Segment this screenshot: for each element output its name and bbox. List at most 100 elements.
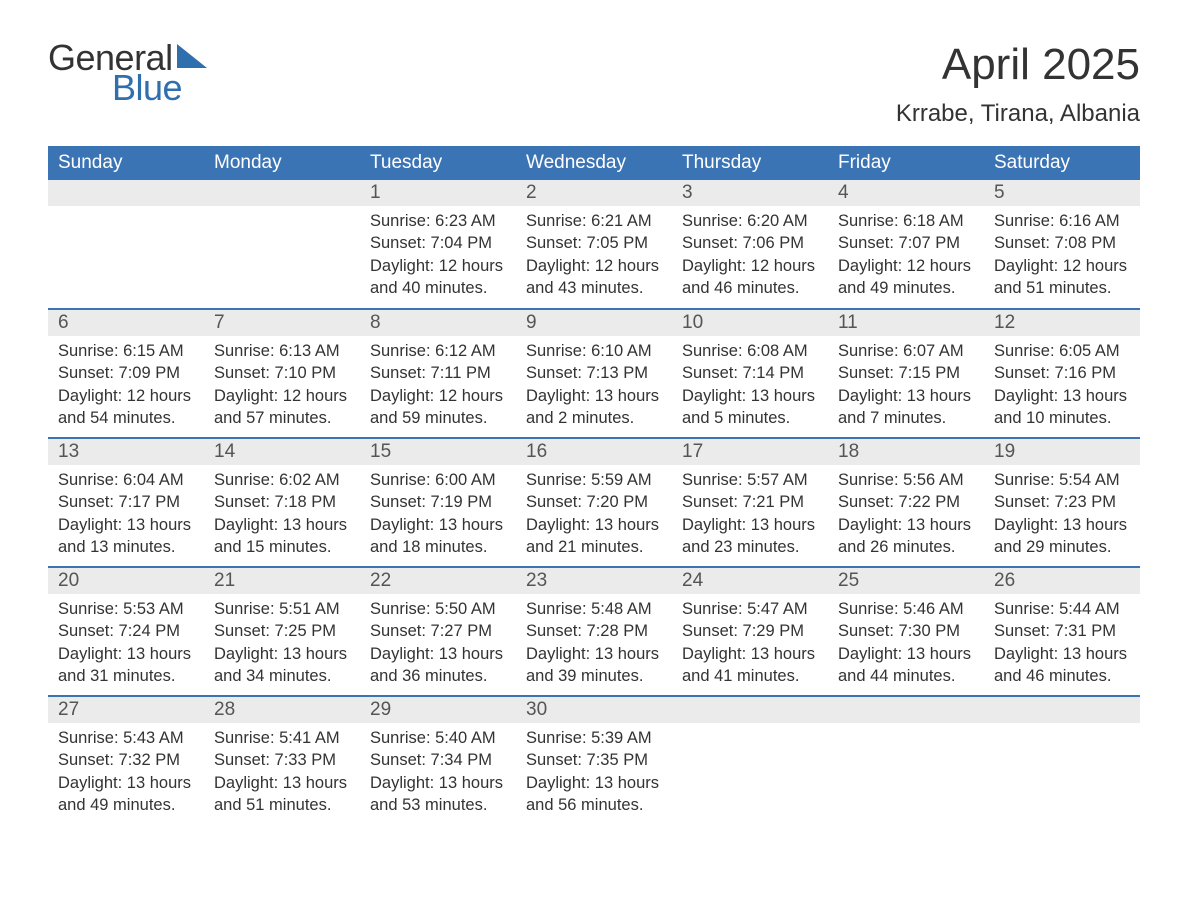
daylight-text: Daylight: 13 hours and 18 minutes.	[370, 514, 506, 559]
day-number: 10	[672, 308, 828, 336]
day-body: Sunrise: 5:44 AMSunset: 7:31 PMDaylight:…	[984, 594, 1140, 695]
sunset-text: Sunset: 7:32 PM	[58, 749, 194, 771]
sunrise-text: Sunrise: 5:44 AM	[994, 598, 1130, 620]
day-number: 15	[360, 437, 516, 465]
sunset-text: Sunset: 7:28 PM	[526, 620, 662, 642]
calendar-day-cell: 3Sunrise: 6:20 AMSunset: 7:06 PMDaylight…	[672, 180, 828, 308]
calendar-day-cell: 4Sunrise: 6:18 AMSunset: 7:07 PMDaylight…	[828, 180, 984, 308]
day-body: Sunrise: 5:43 AMSunset: 7:32 PMDaylight:…	[48, 723, 204, 824]
day-body: Sunrise: 5:48 AMSunset: 7:28 PMDaylight:…	[516, 594, 672, 695]
sunset-text: Sunset: 7:23 PM	[994, 491, 1130, 513]
day-body: Sunrise: 5:59 AMSunset: 7:20 PMDaylight:…	[516, 465, 672, 566]
sunrise-text: Sunrise: 5:53 AM	[58, 598, 194, 620]
calendar-day-cell: 13Sunrise: 6:04 AMSunset: 7:17 PMDayligh…	[48, 437, 204, 566]
sunrise-text: Sunrise: 5:47 AM	[682, 598, 818, 620]
sunset-text: Sunset: 7:22 PM	[838, 491, 974, 513]
day-number: 17	[672, 437, 828, 465]
calendar-day-cell: 29Sunrise: 5:40 AMSunset: 7:34 PMDayligh…	[360, 695, 516, 824]
day-body: Sunrise: 6:15 AMSunset: 7:09 PMDaylight:…	[48, 336, 204, 437]
daylight-text: Daylight: 13 hours and 41 minutes.	[682, 643, 818, 688]
calendar-week-row: 1Sunrise: 6:23 AMSunset: 7:04 PMDaylight…	[48, 180, 1140, 308]
day-body: Sunrise: 5:54 AMSunset: 7:23 PMDaylight:…	[984, 465, 1140, 566]
calendar-table: SundayMondayTuesdayWednesdayThursdayFrid…	[48, 146, 1140, 824]
sunset-text: Sunset: 7:07 PM	[838, 232, 974, 254]
day-number: 11	[828, 308, 984, 336]
day-number: 22	[360, 566, 516, 594]
sunset-text: Sunset: 7:09 PM	[58, 362, 194, 384]
day-number: 7	[204, 308, 360, 336]
daylight-text: Daylight: 13 hours and 13 minutes.	[58, 514, 194, 559]
sunset-text: Sunset: 7:14 PM	[682, 362, 818, 384]
day-number: 20	[48, 566, 204, 594]
day-number	[48, 180, 204, 206]
day-body: Sunrise: 6:12 AMSunset: 7:11 PMDaylight:…	[360, 336, 516, 437]
sunrise-text: Sunrise: 6:05 AM	[994, 340, 1130, 362]
sunrise-text: Sunrise: 5:43 AM	[58, 727, 194, 749]
page-title: April 2025	[896, 40, 1140, 90]
daylight-text: Daylight: 12 hours and 49 minutes.	[838, 255, 974, 300]
sunset-text: Sunset: 7:15 PM	[838, 362, 974, 384]
day-body	[828, 723, 984, 735]
day-body: Sunrise: 6:21 AMSunset: 7:05 PMDaylight:…	[516, 206, 672, 307]
sunrise-text: Sunrise: 6:20 AM	[682, 210, 818, 232]
daylight-text: Daylight: 12 hours and 51 minutes.	[994, 255, 1130, 300]
day-number: 12	[984, 308, 1140, 336]
sunrise-text: Sunrise: 6:10 AM	[526, 340, 662, 362]
calendar-week-row: 6Sunrise: 6:15 AMSunset: 7:09 PMDaylight…	[48, 308, 1140, 437]
daylight-text: Daylight: 13 hours and 23 minutes.	[682, 514, 818, 559]
day-body: Sunrise: 6:20 AMSunset: 7:06 PMDaylight:…	[672, 206, 828, 307]
day-body	[48, 206, 204, 218]
day-body	[984, 723, 1140, 735]
daylight-text: Daylight: 13 hours and 39 minutes.	[526, 643, 662, 688]
calendar-day-cell: 1Sunrise: 6:23 AMSunset: 7:04 PMDaylight…	[360, 180, 516, 308]
sunset-text: Sunset: 7:06 PM	[682, 232, 818, 254]
day-number: 3	[672, 180, 828, 206]
weekday-header: Friday	[828, 146, 984, 180]
day-number: 13	[48, 437, 204, 465]
calendar-day-cell: 19Sunrise: 5:54 AMSunset: 7:23 PMDayligh…	[984, 437, 1140, 566]
sunrise-text: Sunrise: 6:15 AM	[58, 340, 194, 362]
sunset-text: Sunset: 7:13 PM	[526, 362, 662, 384]
daylight-text: Daylight: 13 hours and 51 minutes.	[214, 772, 350, 817]
daylight-text: Daylight: 13 hours and 44 minutes.	[838, 643, 974, 688]
calendar-body: 1Sunrise: 6:23 AMSunset: 7:04 PMDaylight…	[48, 180, 1140, 824]
calendar-day-cell: 22Sunrise: 5:50 AMSunset: 7:27 PMDayligh…	[360, 566, 516, 695]
sunset-text: Sunset: 7:35 PM	[526, 749, 662, 771]
sunset-text: Sunset: 7:30 PM	[838, 620, 974, 642]
title-block: April 2025 Krrabe, Tirana, Albania	[896, 40, 1140, 128]
day-number: 1	[360, 180, 516, 206]
day-body: Sunrise: 5:47 AMSunset: 7:29 PMDaylight:…	[672, 594, 828, 695]
location-text: Krrabe, Tirana, Albania	[896, 100, 1140, 128]
sunset-text: Sunset: 7:31 PM	[994, 620, 1130, 642]
calendar-day-cell: 5Sunrise: 6:16 AMSunset: 7:08 PMDaylight…	[984, 180, 1140, 308]
day-body: Sunrise: 6:02 AMSunset: 7:18 PMDaylight:…	[204, 465, 360, 566]
day-body: Sunrise: 5:41 AMSunset: 7:33 PMDaylight:…	[204, 723, 360, 824]
day-body: Sunrise: 6:16 AMSunset: 7:08 PMDaylight:…	[984, 206, 1140, 307]
daylight-text: Daylight: 12 hours and 40 minutes.	[370, 255, 506, 300]
sunrise-text: Sunrise: 5:48 AM	[526, 598, 662, 620]
calendar-day-cell: 16Sunrise: 5:59 AMSunset: 7:20 PMDayligh…	[516, 437, 672, 566]
calendar-day-cell: 30Sunrise: 5:39 AMSunset: 7:35 PMDayligh…	[516, 695, 672, 824]
day-body: Sunrise: 5:46 AMSunset: 7:30 PMDaylight:…	[828, 594, 984, 695]
day-number: 26	[984, 566, 1140, 594]
calendar-day-cell: 27Sunrise: 5:43 AMSunset: 7:32 PMDayligh…	[48, 695, 204, 824]
day-number	[672, 695, 828, 723]
sunrise-text: Sunrise: 6:16 AM	[994, 210, 1130, 232]
calendar-day-cell: 9Sunrise: 6:10 AMSunset: 7:13 PMDaylight…	[516, 308, 672, 437]
calendar-week-row: 27Sunrise: 5:43 AMSunset: 7:32 PMDayligh…	[48, 695, 1140, 824]
weekday-header: Sunday	[48, 146, 204, 180]
sunrise-text: Sunrise: 6:13 AM	[214, 340, 350, 362]
sunrise-text: Sunrise: 6:00 AM	[370, 469, 506, 491]
calendar-day-cell: 21Sunrise: 5:51 AMSunset: 7:25 PMDayligh…	[204, 566, 360, 695]
sunrise-text: Sunrise: 5:54 AM	[994, 469, 1130, 491]
weekday-header: Saturday	[984, 146, 1140, 180]
day-number: 2	[516, 180, 672, 206]
sunset-text: Sunset: 7:10 PM	[214, 362, 350, 384]
sunset-text: Sunset: 7:05 PM	[526, 232, 662, 254]
sunset-text: Sunset: 7:24 PM	[58, 620, 194, 642]
sunset-text: Sunset: 7:19 PM	[370, 491, 506, 513]
sunrise-text: Sunrise: 5:41 AM	[214, 727, 350, 749]
daylight-text: Daylight: 13 hours and 21 minutes.	[526, 514, 662, 559]
day-number: 27	[48, 695, 204, 723]
calendar-day-cell: 6Sunrise: 6:15 AMSunset: 7:09 PMDaylight…	[48, 308, 204, 437]
